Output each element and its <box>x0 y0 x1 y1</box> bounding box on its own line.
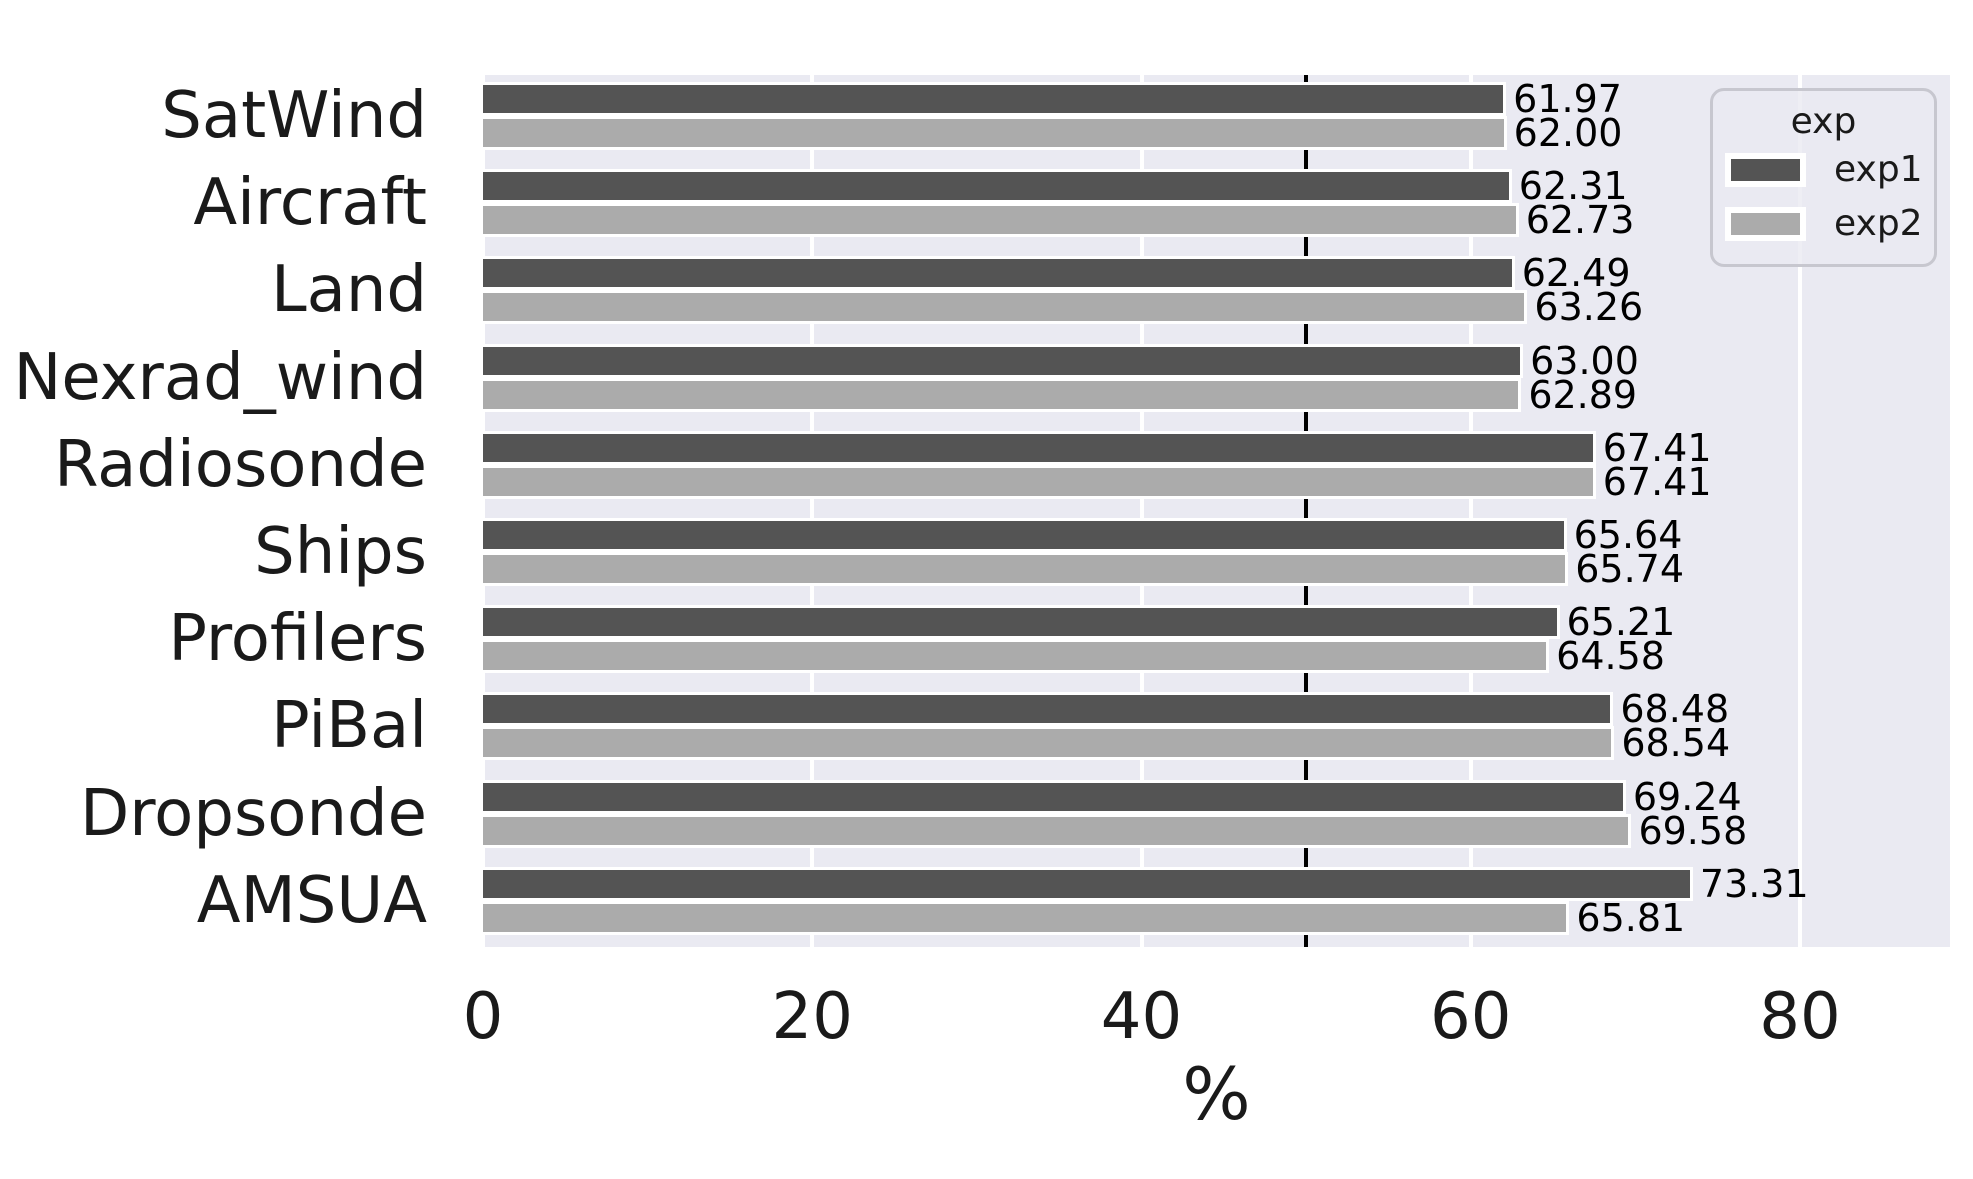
reference-line <box>1304 75 1309 947</box>
bar-exp1 <box>483 692 1614 727</box>
category-label: Radiosonde <box>54 427 427 502</box>
x-tick-label: 60 <box>1430 980 1512 1054</box>
bar-value-label: 64.58 <box>1556 634 1665 679</box>
bar-value-label: 65.64 <box>1573 513 1683 557</box>
legend-label: exp2 <box>1834 203 1923 244</box>
bar-value-label: 65.21 <box>1566 600 1676 645</box>
bar-exp2 <box>483 464 1596 499</box>
bar-exp1 <box>483 518 1567 552</box>
legend-swatch-exp2 <box>1725 207 1806 241</box>
x-tick-label: 80 <box>1759 980 1841 1054</box>
bar-value-label: 62.89 <box>1528 372 1638 417</box>
bar-value-label: 63.00 <box>1530 338 1639 383</box>
category-label: PiBal <box>271 689 427 764</box>
bar-value-label: 73.31 <box>1699 861 1809 906</box>
category-label: Aircraft <box>193 166 427 241</box>
bar-exp1 <box>483 866 1693 901</box>
bar-exp2 <box>483 639 1550 674</box>
legend-swatch-exp1 <box>1725 153 1806 187</box>
bar-value-label: 62.31 <box>1518 164 1628 209</box>
gridline-x-20 <box>810 75 815 947</box>
bar-value-label: 65.81 <box>1576 895 1686 940</box>
gridline-x-60 <box>1468 75 1473 947</box>
legend-title: exp <box>1790 100 1857 142</box>
bar-value-label: 62.73 <box>1525 198 1635 243</box>
category-label: Nexrad_wind <box>13 340 427 415</box>
gridline-x-40 <box>1139 75 1144 947</box>
bar-value-label: 63.26 <box>1534 285 1644 330</box>
bar-value-label: 68.48 <box>1620 687 1730 732</box>
category-label: Ships <box>254 515 427 589</box>
bar-exp1 <box>483 82 1507 116</box>
category-label: Profilers <box>168 602 427 677</box>
bar-exp1 <box>483 779 1626 814</box>
bar-exp2 <box>483 116 1507 150</box>
gridline-x-0 <box>483 75 485 947</box>
bar-value-label: 69.58 <box>1638 808 1748 853</box>
bar-exp2 <box>483 377 1522 412</box>
legend-entry-exp2: exp2 <box>1713 197 1934 251</box>
bar-value-label: 62.49 <box>1521 251 1631 296</box>
bar-exp2 <box>483 552 1569 586</box>
x-axis-tick-labels: 0 20 40 60 80 <box>0 985 1973 1065</box>
bar-value-label: 61.97 <box>1513 77 1622 121</box>
x-axis-title: % <box>1182 1052 1251 1136</box>
bar-exp1 <box>483 430 1596 465</box>
x-tick-label: 40 <box>1100 980 1183 1054</box>
bar-value-label: 62.00 <box>1513 111 1623 155</box>
bar-exp2 <box>483 813 1632 848</box>
gridline-x-80 <box>1798 75 1802 947</box>
bar-value-label: 65.74 <box>1575 547 1685 591</box>
x-tick-label: 20 <box>771 980 853 1054</box>
category-label: AMSUA <box>196 863 427 938</box>
plot-area: 61.97 62.00 62.31 62.73 62.49 63.26 63.00 62.89… <box>483 75 1950 947</box>
bar-value-label: 68.54 <box>1621 721 1731 766</box>
legend-entry-exp1: exp1 <box>1713 143 1934 197</box>
bar-exp2 <box>483 726 1615 761</box>
bar-exp2 <box>483 203 1519 238</box>
legend-label: exp1 <box>1834 149 1923 190</box>
bar-exp2 <box>483 290 1528 325</box>
bar-exp2 <box>483 900 1570 935</box>
bar-exp1 <box>483 256 1515 291</box>
category-label: Land <box>270 253 427 328</box>
category-label: Dropsonde <box>79 776 427 851</box>
bar-value-label: 67.41 <box>1602 459 1712 504</box>
bar-exp1 <box>483 605 1560 640</box>
bar-exp1 <box>483 343 1524 378</box>
y-axis-category-labels: SatWind Aircraft Land Nexrad_wind Radiosonde… <box>0 0 433 1179</box>
bar-exp1 <box>483 169 1512 204</box>
x-tick-label: 0 <box>462 980 504 1054</box>
bar-value-label: 69.24 <box>1632 774 1742 819</box>
legend: exp exp1 exp2 <box>1710 88 1937 267</box>
bar-value-label: 67.41 <box>1602 425 1712 470</box>
category-label: SatWind <box>161 79 427 153</box>
